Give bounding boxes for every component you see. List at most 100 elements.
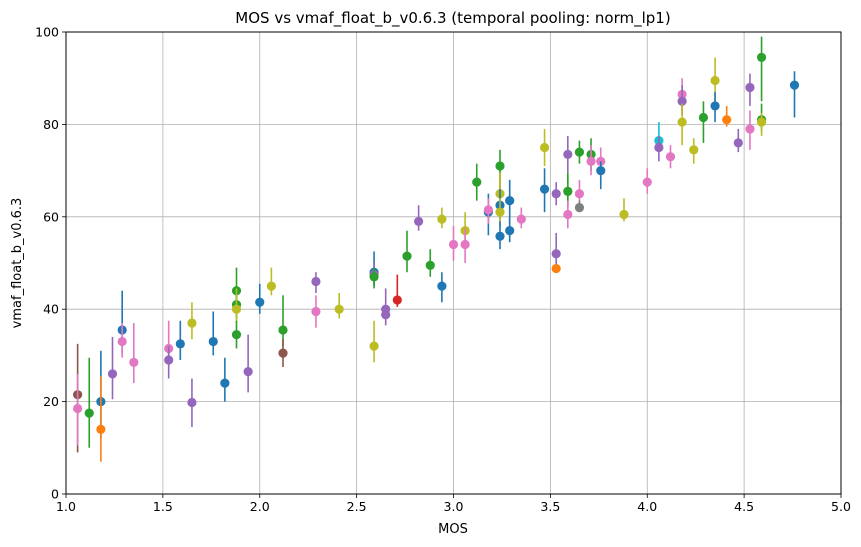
point-marker [722, 115, 732, 125]
point-marker [334, 304, 344, 314]
point-marker [539, 142, 550, 153]
point-marker [619, 209, 629, 220]
point-marker [539, 184, 550, 194]
data-point [84, 357, 94, 448]
point-marker [574, 202, 585, 213]
x-tick-label: 2.0 [250, 499, 270, 514]
point-marker [563, 149, 573, 160]
y-axis-label: vmaf_float_b_v0.6.3 [10, 198, 25, 329]
point-marker [266, 281, 276, 291]
data-point [596, 161, 606, 190]
data-point [539, 129, 550, 166]
point-marker [402, 251, 412, 261]
data-point [505, 179, 515, 224]
point-marker [278, 348, 288, 358]
point-marker [710, 75, 720, 86]
data-point [574, 140, 585, 164]
point-marker [231, 330, 242, 340]
data-point [574, 179, 585, 203]
y-tick-label: 80 [43, 117, 59, 132]
point-marker [495, 231, 505, 241]
point-marker [311, 276, 321, 287]
point-marker [437, 281, 447, 291]
data-point [710, 92, 720, 123]
data-point [574, 200, 585, 213]
point-marker [472, 177, 482, 187]
data-point [722, 105, 732, 127]
point-marker [642, 177, 652, 187]
data-point [187, 302, 197, 340]
data-point [369, 320, 379, 363]
data-point [745, 110, 755, 150]
point-marker [596, 166, 606, 176]
point-marker [243, 366, 253, 377]
y-tick-label: 20 [43, 394, 59, 409]
data-point [437, 272, 447, 303]
data-point [73, 373, 83, 446]
data-point [266, 267, 276, 296]
point-marker [220, 378, 230, 388]
data-point [505, 216, 515, 243]
point-marker [505, 226, 515, 236]
data-point [516, 207, 526, 229]
data-point [551, 232, 561, 266]
data-point [495, 221, 505, 250]
point-marker [574, 147, 585, 157]
data-point [563, 135, 573, 173]
point-marker [255, 297, 265, 307]
point-marker [369, 341, 379, 351]
point-marker [733, 138, 743, 148]
x-tick-label: 4.5 [734, 499, 754, 514]
point-marker [505, 196, 515, 206]
y-tick-label: 100 [35, 25, 59, 40]
x-tick-label: 3.5 [540, 499, 560, 514]
data-point [231, 320, 242, 349]
data-point [187, 378, 197, 428]
point-marker [689, 145, 699, 155]
data-point [460, 228, 470, 263]
data-point [448, 226, 459, 261]
point-marker [495, 161, 505, 171]
point-marker [117, 336, 127, 347]
point-marker [107, 369, 118, 379]
data-point [311, 272, 321, 294]
point-marker [677, 117, 687, 127]
data-point [175, 320, 185, 361]
x-tick-label: 1.5 [153, 499, 173, 514]
data-point [563, 200, 573, 229]
data-point [789, 71, 800, 118]
point-marker [551, 189, 561, 199]
point-marker [698, 112, 709, 123]
y-tick-label: 40 [43, 302, 59, 317]
point-marker [789, 80, 800, 90]
data-point [107, 336, 118, 400]
data-point [733, 129, 743, 153]
point-marker [756, 117, 767, 127]
x-tick-label: 3.0 [444, 499, 464, 514]
data-point [255, 283, 265, 314]
data-point [586, 145, 596, 176]
data-points [73, 36, 800, 462]
data-point [220, 357, 230, 402]
point-marker [381, 310, 391, 320]
x-axis-ticks: 1.0 1.5 2.0 2.5 3.0 3.5 4.0 4.5 5.0 [56, 494, 851, 514]
data-point [208, 311, 218, 356]
y-tick-label: 0 [51, 487, 59, 502]
point-marker [187, 397, 197, 408]
data-point [334, 293, 344, 319]
point-marker [677, 96, 687, 106]
point-marker [551, 249, 561, 259]
point-marker [187, 318, 197, 328]
point-marker [483, 205, 493, 215]
point-marker [745, 82, 755, 93]
point-marker [448, 239, 459, 250]
point-marker [175, 339, 185, 349]
point-marker [425, 260, 435, 270]
point-marker [495, 207, 505, 217]
point-marker [551, 263, 561, 274]
data-point [369, 267, 379, 289]
point-marker [369, 272, 379, 282]
point-marker [84, 408, 94, 418]
point-marker [745, 124, 755, 134]
point-marker [516, 214, 526, 224]
